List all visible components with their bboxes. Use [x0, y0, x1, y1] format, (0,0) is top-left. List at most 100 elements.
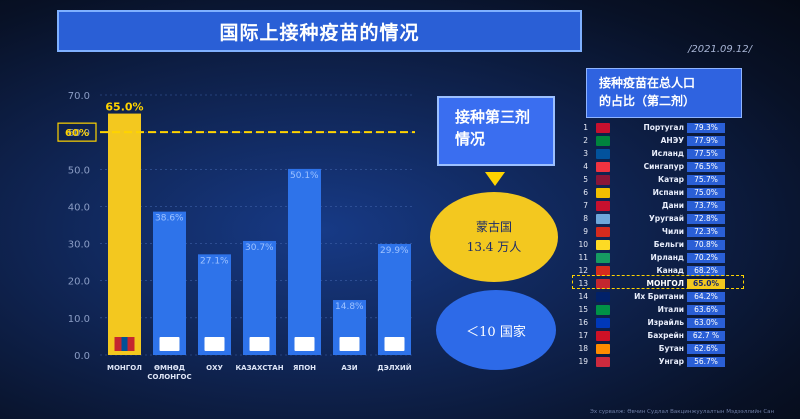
table-row: 5 Катар 75.7%	[574, 175, 754, 186]
y-tick-label: 50.0	[68, 165, 90, 176]
country-name: Дани	[661, 201, 684, 210]
flag-icon	[596, 318, 610, 328]
flag-icon	[596, 240, 610, 250]
table-row: 9 Чили 72.3%	[574, 227, 754, 238]
table-row: 3 Исланд 77.5%	[574, 149, 754, 160]
countries-oval-text: ＜10 国家	[466, 324, 526, 340]
percent-value: 73.7%	[687, 201, 725, 211]
percent-value: 77.5%	[687, 149, 725, 159]
table-row: 19 Унгар 56.7%	[574, 357, 754, 368]
percent-value: 65.0%	[687, 279, 725, 289]
category-label: ОХУ	[206, 364, 223, 372]
russia-flag-icon	[204, 337, 225, 351]
date-label: /2021.09.12/	[688, 44, 752, 55]
flag-icon	[596, 136, 610, 146]
flag-icon	[596, 201, 610, 211]
category-label: ДЭЛХИЙ	[377, 363, 411, 372]
flag-icon	[596, 188, 610, 198]
ranking-panel-title: 接种疫苗在总人口 的占比（第二剂）	[586, 68, 742, 118]
ranking-title-line-1: 接种疫苗在总人口	[599, 76, 696, 90]
percent-value: 63.6%	[687, 305, 725, 315]
data-label: 38.6%	[155, 214, 184, 224]
rank-number: 14	[578, 292, 588, 301]
percent-value: 77.9%	[687, 136, 725, 146]
flag-icon	[596, 214, 610, 224]
country-name: Их Британи	[634, 292, 684, 301]
mongolia-highlight-box	[572, 275, 744, 289]
flag-icon	[596, 279, 610, 289]
percent-value: 62.7 %	[687, 331, 725, 341]
ranking-table: 1 Португал 79.3% 2 АНЭУ 77.9% 3 Исланд 77.5% 4 Син…	[574, 123, 754, 370]
y-tick-label: 70.0	[68, 91, 90, 102]
country-name: Бутан	[658, 344, 684, 353]
category-label: МОНГОЛ	[107, 364, 142, 372]
percent-value: 63.0%	[687, 318, 725, 328]
country-name: Испани	[652, 188, 684, 197]
rank-number: 9	[583, 227, 588, 236]
data-label: 29.9%	[380, 246, 409, 256]
percent-value: 72.8%	[687, 214, 725, 224]
percent-value: 56.7%	[687, 357, 725, 367]
flag-icon	[596, 175, 610, 185]
world-map-icon	[384, 337, 405, 351]
percent-value: 70.8%	[687, 240, 725, 250]
table-row: 8 Уругвай 72.8%	[574, 214, 754, 225]
source-note: Эх сурвалж: Өвчин Судлал Вакцинжуулалтын…	[590, 409, 775, 415]
country-name: Катар	[658, 175, 684, 184]
data-label: 14.8%	[335, 302, 364, 312]
mongolia-third-dose-oval: 蒙古国 13.4 万人	[430, 192, 558, 282]
bar	[108, 113, 141, 355]
bar	[243, 240, 276, 355]
flag-icon	[596, 305, 610, 315]
table-row: 13 МОНГОЛ 65.0%	[574, 279, 754, 290]
country-name: МОНГОЛ	[646, 279, 685, 288]
percent-value: 79.3%	[687, 123, 725, 133]
country-name: АНЭУ	[660, 136, 684, 145]
data-label: 50.1%	[290, 171, 319, 181]
rank-number: 13	[578, 279, 588, 288]
percent-value: 68.2%	[687, 266, 725, 276]
reference-label: 60%	[65, 128, 89, 139]
countries-oval: ＜10 国家	[436, 290, 556, 370]
rank-number: 12	[578, 266, 588, 275]
category-label: ЯПОН	[293, 364, 316, 372]
oval-country: 蒙古国	[475, 220, 512, 234]
flag-icon	[596, 357, 610, 367]
table-row: 12 Канад 68.2%	[574, 266, 754, 277]
percent-value: 70.2%	[687, 253, 725, 263]
rank-number: 18	[578, 344, 588, 353]
callout-line-1: 接种第三剂	[455, 108, 531, 126]
south-korea-flag-icon	[159, 337, 180, 351]
country-name: Итали	[657, 305, 684, 314]
mongolia-flag-stripe	[121, 337, 128, 351]
category-label: АЗИ	[341, 364, 357, 372]
flag-icon	[596, 162, 610, 172]
data-label: 65.0%	[105, 101, 143, 114]
country-name: Бахрейн	[647, 331, 684, 340]
y-tick-label: 0.0	[74, 351, 90, 362]
flag-icon	[596, 253, 610, 263]
asia-map-icon	[339, 337, 360, 351]
rank-number: 2	[583, 136, 588, 145]
table-row: 7 Дани 73.7%	[574, 201, 754, 212]
rank-number: 3	[583, 149, 588, 158]
data-label: 30.7%	[245, 243, 274, 253]
table-row: 15 Итали 63.6%	[574, 305, 754, 316]
third-dose-callout: 接种第三剂 情况	[437, 96, 555, 166]
rank-number: 11	[578, 253, 588, 262]
table-row: 11 Ирланд 70.2%	[574, 253, 754, 264]
country-name: Сингапур	[643, 162, 684, 171]
percent-value: 76.5%	[687, 162, 725, 172]
y-tick-label: 20.0	[68, 277, 90, 288]
flag-icon	[596, 123, 610, 133]
country-name: Израйль	[647, 318, 684, 327]
percent-value: 64.2%	[687, 292, 725, 302]
table-row: 10 Бельги 70.8%	[574, 240, 754, 251]
y-tick-label: 40.0	[68, 202, 90, 213]
rank-number: 8	[583, 214, 588, 223]
category-label: КАЗАХСТАН	[235, 364, 283, 372]
kazakhstan-flag-icon	[249, 337, 270, 351]
table-row: 1 Португал 79.3%	[574, 123, 754, 134]
